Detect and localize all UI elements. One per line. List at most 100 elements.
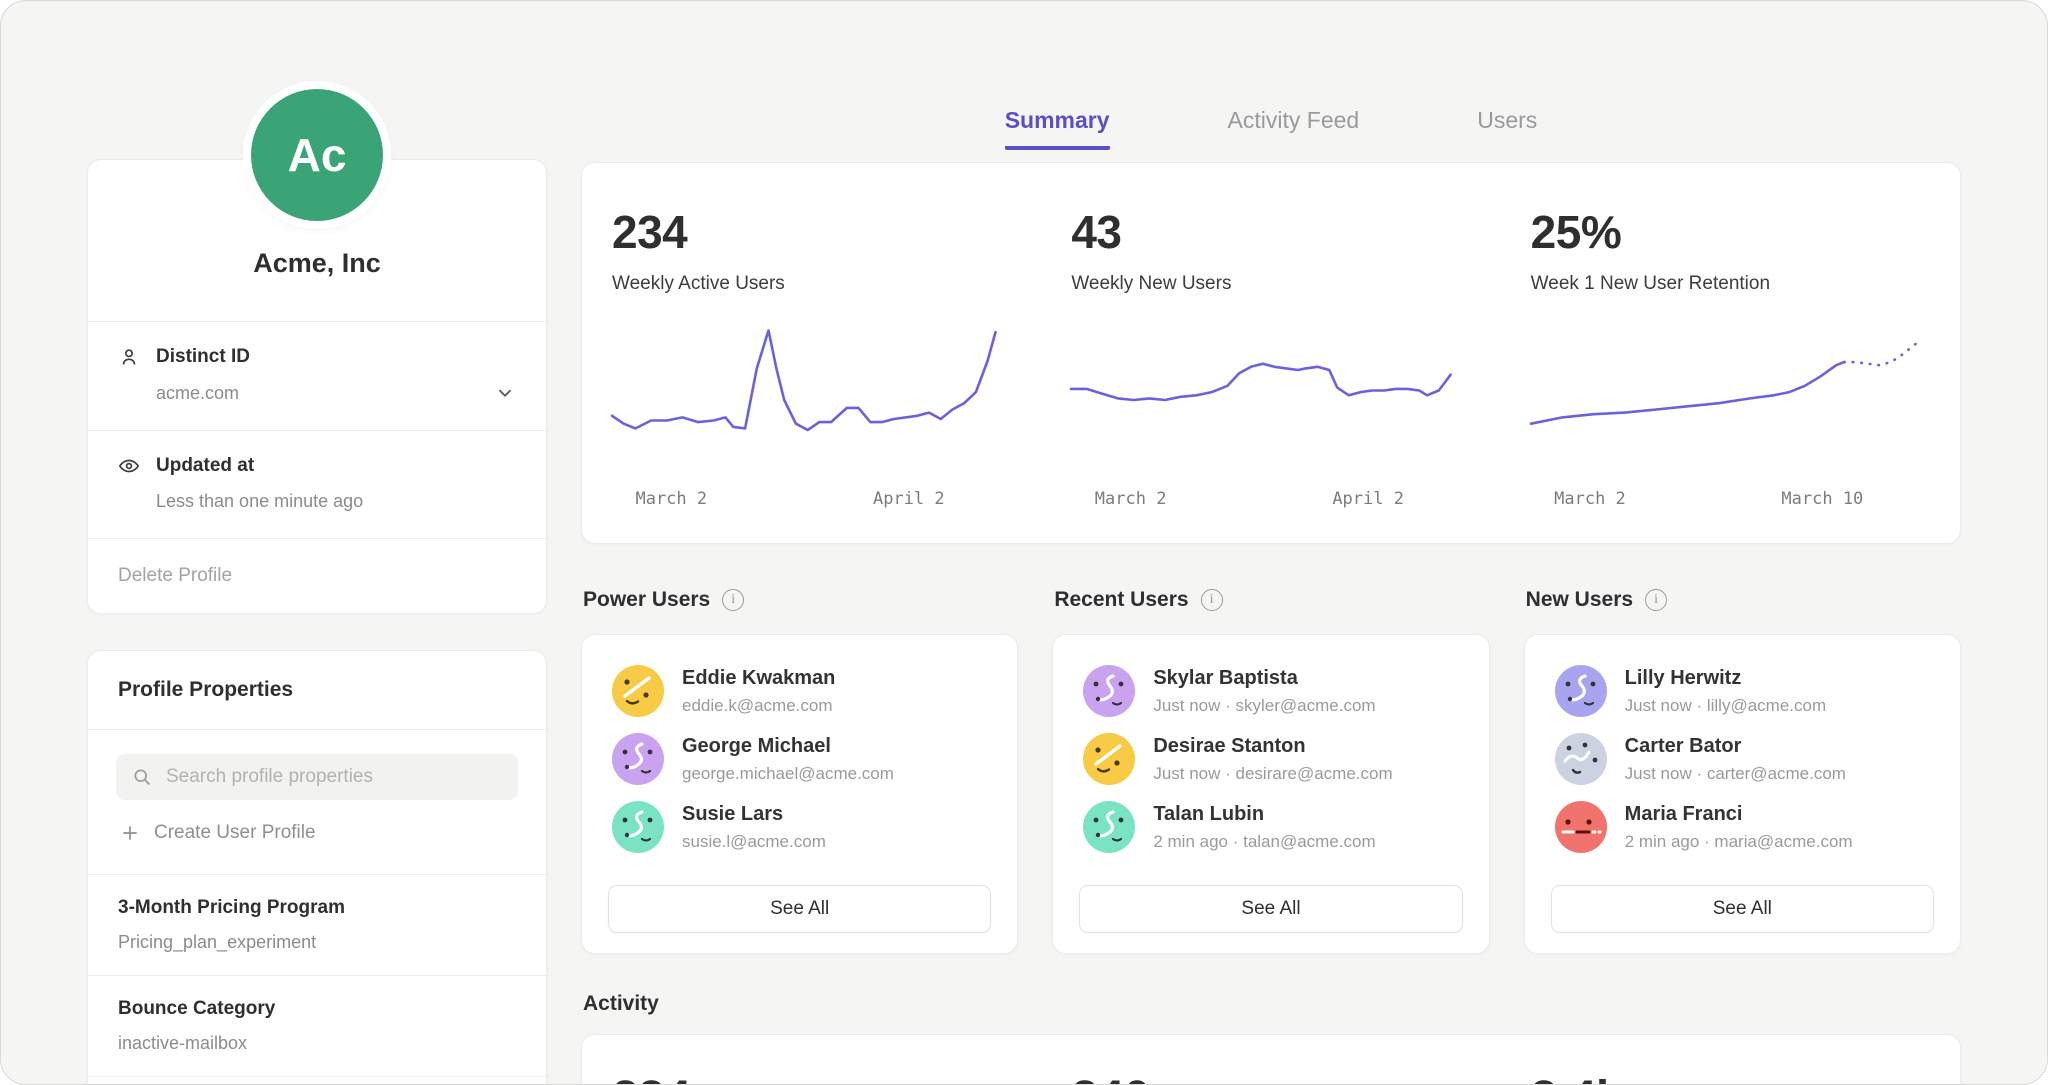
user-meta: Just now · desirare@acme.com: [1153, 764, 1392, 784]
tab-users[interactable]: Users: [1477, 107, 1537, 150]
user-avatar: [1083, 733, 1135, 785]
user-avatar: [1555, 665, 1607, 717]
property-value: Pricing_plan_experiment: [118, 932, 516, 953]
profile-summary-card: Acme, Inc Distinct ID acme.com: [87, 159, 547, 614]
summary-metrics-card: 234 Weekly Active Users March 2 April 2 …: [581, 162, 1961, 544]
metric-value: 25%: [1531, 205, 1922, 259]
updated-at-row: Updated at Less than one minute ago: [88, 430, 546, 538]
user-name: Susie Lars: [682, 803, 826, 826]
chevron-down-icon[interactable]: [494, 382, 516, 404]
search-icon: [132, 766, 152, 788]
new-users-card: Lilly Herwitz Just now · lilly@acme.com …: [1524, 634, 1961, 954]
user-meta: 2 min ago · talan@acme.com: [1153, 832, 1375, 852]
updated-at-label: Updated at: [156, 455, 254, 477]
user-list-item[interactable]: Eddie Kwakman eddie.k@acme.com: [608, 657, 991, 725]
user-avatar: [612, 665, 664, 717]
user-lists-row: Power Users i Eddie Kwakman eddie.k@acme…: [581, 588, 1961, 954]
user-avatar: [612, 733, 664, 785]
week1-retention-chart: [1531, 321, 1922, 479]
property-name: Bounce Category: [118, 998, 516, 1020]
user-list-item[interactable]: Lilly Herwitz Just now · lilly@acme.com: [1551, 657, 1934, 725]
user-meta: susie.l@acme.com: [682, 832, 826, 852]
tab-summary[interactable]: Summary: [1005, 107, 1110, 150]
user-meta: Just now · lilly@acme.com: [1625, 696, 1826, 716]
user-list-item[interactable]: George Michael george.michael@acme.com: [608, 725, 991, 793]
delete-profile-button[interactable]: Delete Profile: [88, 538, 546, 613]
user-avatar: [1555, 801, 1607, 853]
user-list-item[interactable]: Maria Franci 2 min ago · maria@acme.com: [1551, 793, 1934, 861]
updated-at-value: Less than one minute ago: [156, 491, 363, 512]
user-meta: Just now · skyler@acme.com: [1153, 696, 1375, 716]
user-name: Lilly Herwitz: [1625, 667, 1826, 690]
recent-users-section: Recent Users i Skylar Baptista Just now …: [1052, 588, 1489, 954]
property-row[interactable]: Bounce Category inactive-mailbox: [88, 975, 546, 1076]
new-users-title: New Users: [1526, 588, 1633, 612]
property-row[interactable]: Browser Chrome: [88, 1076, 546, 1085]
see-all-button[interactable]: See All: [1079, 885, 1462, 933]
distinct-id-value: acme.com: [156, 383, 239, 404]
recent-users-title: Recent Users: [1054, 588, 1188, 612]
search-input[interactable]: [166, 766, 502, 788]
user-meta: 2 min ago · maria@acme.com: [1625, 832, 1853, 852]
axis-label-end: April 2: [873, 489, 945, 509]
main-content: Summary Activity Feed Users 234 Weekly A…: [581, 1, 1961, 1085]
property-row[interactable]: 3-Month Pricing Program Pricing_plan_exp…: [88, 874, 546, 975]
info-icon[interactable]: i: [1645, 589, 1667, 611]
profile-properties-title: Profile Properties: [88, 651, 546, 729]
user-name: Carter Bator: [1625, 735, 1846, 758]
user-list-item[interactable]: Susie Lars susie.l@acme.com: [608, 793, 991, 861]
property-value: inactive-mailbox: [118, 1033, 516, 1054]
user-list-item[interactable]: Desirae Stanton Just now · desirare@acme…: [1079, 725, 1462, 793]
user-avatar: [612, 801, 664, 853]
profile-properties-search[interactable]: [116, 754, 518, 800]
create-user-profile-button[interactable]: Create User Profile: [116, 800, 518, 868]
metric-value: 43: [1071, 205, 1462, 259]
info-icon[interactable]: i: [1201, 589, 1223, 611]
activity-card: 234 240 3.4k: [581, 1034, 1961, 1085]
distinct-id-row: Distinct ID acme.com: [88, 321, 546, 430]
user-name: Eddie Kwakman: [682, 667, 835, 690]
activity-metric-value: 240: [1071, 1071, 1462, 1085]
axis-label-start: March 2: [1095, 489, 1167, 509]
axis-label-end: April 2: [1332, 489, 1404, 509]
axis-label-start: March 2: [1554, 489, 1626, 509]
eye-icon: [118, 455, 140, 477]
company-profile-page: Ac Acme, Inc Distinct ID acme.com: [0, 0, 2048, 1085]
user-name: Skylar Baptista: [1153, 667, 1375, 690]
user-avatar: [1555, 733, 1607, 785]
user-meta: george.michael@acme.com: [682, 764, 894, 784]
user-list-item[interactable]: Skylar Baptista Just now · skyler@acme.c…: [1079, 657, 1462, 725]
person-icon: [118, 346, 140, 368]
user-name: Desirae Stanton: [1153, 735, 1392, 758]
user-name: Talan Lubin: [1153, 803, 1375, 826]
info-icon[interactable]: i: [722, 589, 744, 611]
weekly-new-users-chart: [1071, 321, 1462, 479]
recent-users-card: Skylar Baptista Just now · skyler@acme.c…: [1052, 634, 1489, 954]
user-list-item[interactable]: Carter Bator Just now · carter@acme.com: [1551, 725, 1934, 793]
user-meta: Just now · carter@acme.com: [1625, 764, 1846, 784]
company-avatar: Ac: [251, 89, 383, 221]
profile-properties-card: Profile Properties Create User Profile: [87, 650, 547, 1085]
user-name: George Michael: [682, 735, 894, 758]
plus-icon: [120, 823, 140, 843]
see-all-button[interactable]: See All: [608, 885, 991, 933]
new-users-section: New Users i Lilly Herwitz Just now · lil…: [1524, 588, 1961, 954]
activity-metric-value: 3.4k: [1531, 1071, 1922, 1085]
create-user-profile-label: Create User Profile: [154, 822, 316, 844]
axis-label-end: March 10: [1781, 489, 1863, 509]
weekly-active-users-chart: [612, 321, 1003, 479]
power-users-title: Power Users: [583, 588, 710, 612]
metric-label: Week 1 New User Retention: [1531, 273, 1922, 295]
axis-label-start: March 2: [635, 489, 707, 509]
tab-bar: Summary Activity Feed Users: [581, 1, 1961, 150]
power-users-card: Eddie Kwakman eddie.k@acme.com George Mi…: [581, 634, 1018, 954]
tab-activity-feed[interactable]: Activity Feed: [1228, 107, 1360, 150]
metric-week1-retention: 25% Week 1 New User Retention March 2 Ma…: [1501, 205, 1960, 509]
metric-weekly-active-users: 234 Weekly Active Users March 2 April 2: [582, 205, 1041, 509]
power-users-section: Power Users i Eddie Kwakman eddie.k@acme…: [581, 588, 1018, 954]
activity-metric-value: 234: [612, 1071, 1003, 1085]
user-list-item[interactable]: Talan Lubin 2 min ago · talan@acme.com: [1079, 793, 1462, 861]
see-all-button[interactable]: See All: [1551, 885, 1934, 933]
user-meta: eddie.k@acme.com: [682, 696, 835, 716]
activity-title: Activity: [581, 992, 1961, 1016]
